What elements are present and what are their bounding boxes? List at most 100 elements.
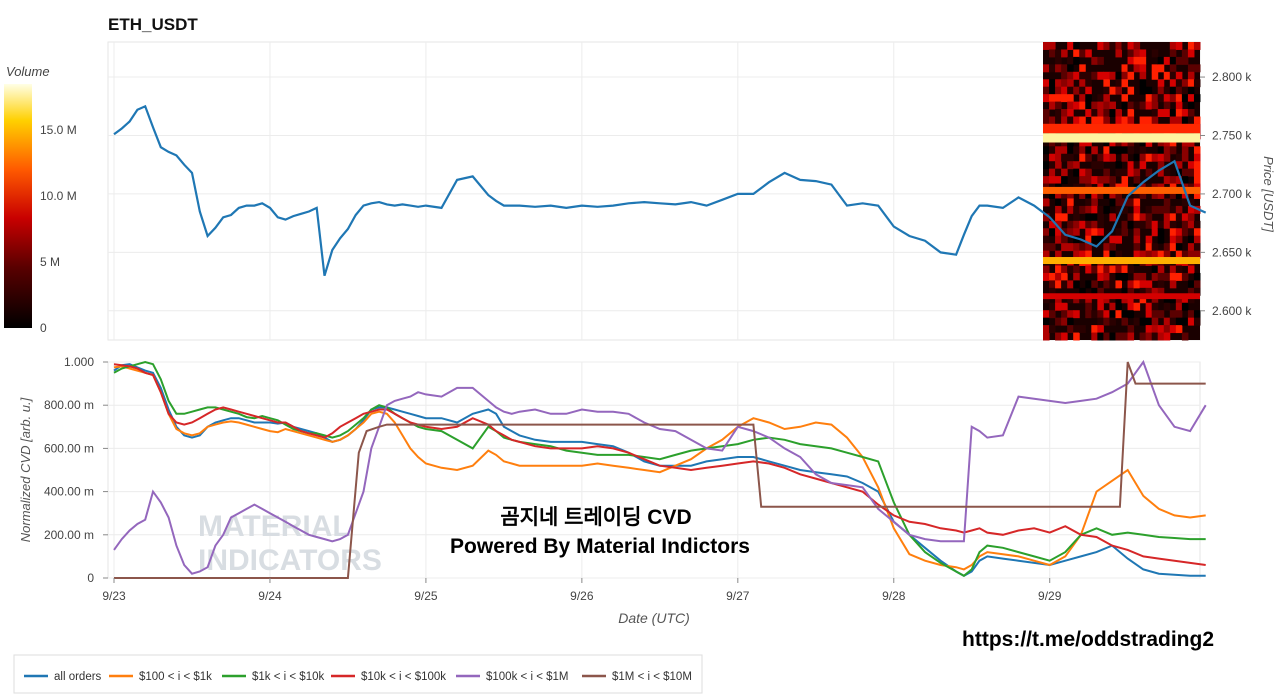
heatmap-cell — [1109, 176, 1116, 185]
heatmap-cell — [1109, 302, 1116, 311]
heatmap-cell — [1169, 42, 1177, 50]
heatmap-cell — [1043, 228, 1050, 237]
heatmap-cell — [1061, 272, 1068, 281]
heatmap-cell — [1085, 94, 1092, 103]
price-tick-label: 2.600 k — [1212, 304, 1252, 318]
price-tick-label: 2.650 k — [1212, 245, 1252, 259]
heatmap-cell — [1181, 332, 1189, 341]
heatmap-cell — [1091, 161, 1098, 170]
heatmap-cell — [1067, 161, 1074, 170]
heatmap-cell — [1169, 317, 1177, 326]
heatmap-cell — [1055, 161, 1062, 170]
heatmap-cell — [1163, 332, 1171, 341]
heatmap-cell — [1145, 280, 1153, 289]
heatmap-cell — [1187, 116, 1195, 125]
overlay-subtitle: Powered By Material Indictors — [450, 535, 750, 558]
heatmap-cell — [1055, 153, 1062, 162]
heatmap-cell — [1187, 71, 1195, 80]
heatmap-cell — [1061, 235, 1068, 244]
heatmap-cell — [1085, 310, 1092, 319]
cvd-axis-label: Normalized CVD [arb. u.] — [18, 397, 33, 542]
heatmap-cell — [1043, 265, 1050, 274]
heatmap-cell — [1187, 42, 1195, 50]
heatmap-cell — [1115, 265, 1122, 274]
legend-item[interactable]: $10k < i < $100k — [331, 671, 446, 683]
heatmap-cell — [1151, 272, 1159, 281]
heatmap-cell — [1151, 205, 1159, 214]
heatmap-cell — [1097, 332, 1104, 341]
legend-label: all orders — [54, 671, 102, 683]
heatmap-cell — [1133, 280, 1141, 289]
colorbar-label: Volume — [6, 64, 50, 79]
heatmap-cell — [1115, 191, 1122, 199]
heatmap-cell — [1109, 71, 1116, 80]
heatmap-cell — [1181, 198, 1189, 207]
heatmap-cell — [1187, 317, 1195, 326]
heatmap-cell — [1061, 94, 1068, 103]
heatmap-cell — [1097, 101, 1104, 110]
cvd-tick-label: 0 — [87, 571, 94, 585]
heatmap-cell — [1133, 302, 1141, 311]
heatmap-cell — [1061, 332, 1068, 341]
heatmap-cell — [1169, 146, 1177, 155]
heatmap-cell — [1127, 265, 1135, 274]
heatmap-cell — [1043, 235, 1050, 244]
heatmap-cell — [1139, 250, 1147, 259]
heatmap-cell — [1121, 94, 1129, 103]
heatmap-cell — [1067, 325, 1074, 334]
heatmap-cell — [1139, 86, 1147, 95]
legend-item[interactable]: $1k < i < $10k — [222, 671, 324, 683]
heatmap-cell — [1121, 317, 1129, 326]
heatmap-cell — [1109, 86, 1116, 95]
heatmap-cell — [1175, 295, 1183, 304]
heatmap-cell — [1043, 325, 1050, 334]
heatmap-cell — [1193, 317, 1201, 326]
heatmap-cell — [1133, 213, 1141, 222]
heatmap-cell — [1175, 302, 1183, 311]
colorbar — [4, 84, 32, 328]
heatmap-cell — [1181, 176, 1189, 185]
heatmap-cell — [1193, 153, 1201, 162]
heatmap-cell — [1145, 243, 1153, 252]
heatmap-cell — [1097, 56, 1104, 65]
heatmap-cell — [1121, 287, 1129, 296]
heatmap-cell — [1193, 168, 1201, 177]
cvd-line — [113, 359, 1207, 575]
heatmap-cell — [1049, 325, 1056, 334]
legend-item[interactable]: $100 < i < $1k — [109, 671, 212, 683]
heatmap-cell — [1127, 161, 1135, 170]
telegram-link[interactable]: https://t.me/oddstrading2 — [962, 628, 1214, 651]
heatmap-cell — [1073, 325, 1080, 334]
price-tick-label: 2.700 k — [1212, 187, 1252, 201]
heatmap-cell — [1139, 213, 1147, 222]
heatmap-cell — [1085, 280, 1092, 289]
heatmap-cell — [1127, 86, 1135, 95]
heatmap-cell — [1145, 332, 1153, 341]
heatmap-cell — [1043, 213, 1050, 222]
heatmap-cell — [1133, 64, 1141, 73]
heatmap-cell — [1175, 71, 1183, 80]
heatmap-cell — [1121, 168, 1129, 177]
heatmap-band — [1043, 257, 1200, 265]
heatmap-cell — [1181, 168, 1189, 177]
heatmap-cell — [1187, 220, 1195, 229]
heatmap-cell — [1097, 287, 1104, 296]
heatmap-cell — [1055, 332, 1062, 341]
heatmap-cell — [1133, 56, 1141, 65]
colorbar-tick-label: 10.0 M — [40, 189, 77, 203]
heatmap-cell — [1043, 42, 1050, 50]
heatmap-cell — [1103, 168, 1110, 177]
heatmap-cell — [1127, 146, 1135, 155]
heatmap-cell — [1097, 191, 1104, 199]
legend-item[interactable]: $100k < i < $1M — [456, 671, 568, 683]
heatmap-cell — [1079, 146, 1086, 155]
heatmap-cell — [1079, 287, 1086, 296]
heatmap-cell — [1121, 205, 1129, 214]
heatmap-cell — [1187, 94, 1195, 103]
legend-item[interactable]: $1M < i < $10M — [582, 671, 692, 683]
heatmap-cell — [1169, 325, 1177, 334]
legend-item[interactable]: all orders — [24, 671, 102, 683]
heatmap-cell — [1079, 205, 1086, 214]
heatmap-cell — [1193, 79, 1201, 88]
heatmap-cell — [1103, 235, 1110, 244]
